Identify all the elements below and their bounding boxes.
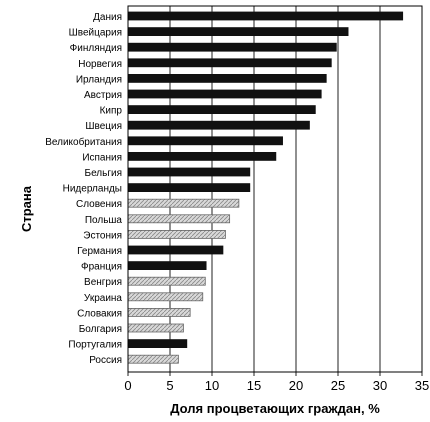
y-tick-label: Ирландия: [76, 74, 122, 85]
bar: [127, 245, 224, 255]
x-tick-labels: 0 5 10 15 20 25 30 35: [124, 378, 429, 393]
y-tick-label: Португалия: [68, 340, 122, 351]
bar: [127, 120, 310, 130]
y-tick-label: Норвегия: [78, 59, 122, 70]
x-axis-title: Доля процветающих граждан, %: [170, 401, 380, 416]
bar: [127, 42, 337, 52]
y-tick-labels: Дания Швейцария Финляндия Норвегия Ирландия А…: [45, 12, 122, 366]
y-tick-label: Нидерланды: [63, 184, 122, 195]
plot-frame: [127, 5, 423, 373]
y-tick-label: Кипр: [100, 106, 123, 117]
y-tick-label: Великобритания: [45, 136, 122, 148]
bar: [127, 323, 184, 333]
bar: [127, 136, 283, 146]
bar: [127, 74, 327, 83]
y-tick-label: Испания: [82, 152, 122, 163]
bar: [127, 58, 332, 68]
y-tick-label: Франция: [81, 262, 122, 273]
y-tick-label: Швеция: [85, 121, 122, 132]
y-axis-title: Страна: [19, 185, 34, 232]
bar: [127, 354, 179, 364]
y-tick-label: Словакия: [77, 308, 122, 319]
y-tick-label: Австрия: [84, 90, 122, 101]
y-tick-label: Болгария: [79, 324, 122, 335]
y-tick-label: Украина: [84, 293, 123, 304]
y-tick-label: Эстония: [83, 230, 122, 241]
bar: [127, 105, 316, 114]
bar: [127, 151, 277, 161]
bar: [127, 307, 191, 317]
x-tick-label: 35: [415, 378, 429, 393]
bar: [127, 198, 240, 208]
bar: [127, 183, 251, 193]
x-tick-label: 10: [205, 378, 219, 393]
bar: [127, 89, 322, 99]
bar: [127, 276, 206, 286]
bars: [127, 11, 404, 364]
y-tick-label: Дания: [93, 12, 122, 23]
x-tick-label: 25: [331, 378, 345, 393]
bar: [127, 214, 231, 224]
y-tick-label: Бельгия: [85, 168, 123, 179]
y-tick-label: Венгрия: [84, 277, 122, 288]
x-tick-label: 15: [247, 378, 261, 393]
bar: [127, 292, 204, 302]
x-tick-label: 0: [124, 378, 131, 393]
bar: [127, 261, 207, 271]
bar: [127, 339, 188, 349]
y-tick-label: Швейцария: [69, 28, 122, 39]
bar: [127, 167, 251, 177]
y-tick-label: Финляндия: [70, 43, 122, 54]
y-tick-label: Россия: [89, 355, 122, 366]
bar: [127, 11, 404, 21]
y-tick-label: Германия: [77, 246, 122, 257]
x-tick-label: 30: [373, 378, 387, 393]
x-tick-label: 20: [289, 378, 303, 393]
y-tick-label: Словения: [76, 199, 122, 210]
bar: [127, 229, 226, 239]
x-tick-label: 5: [166, 378, 173, 393]
bar: [127, 27, 349, 37]
y-tick-label: Польша: [85, 215, 123, 226]
